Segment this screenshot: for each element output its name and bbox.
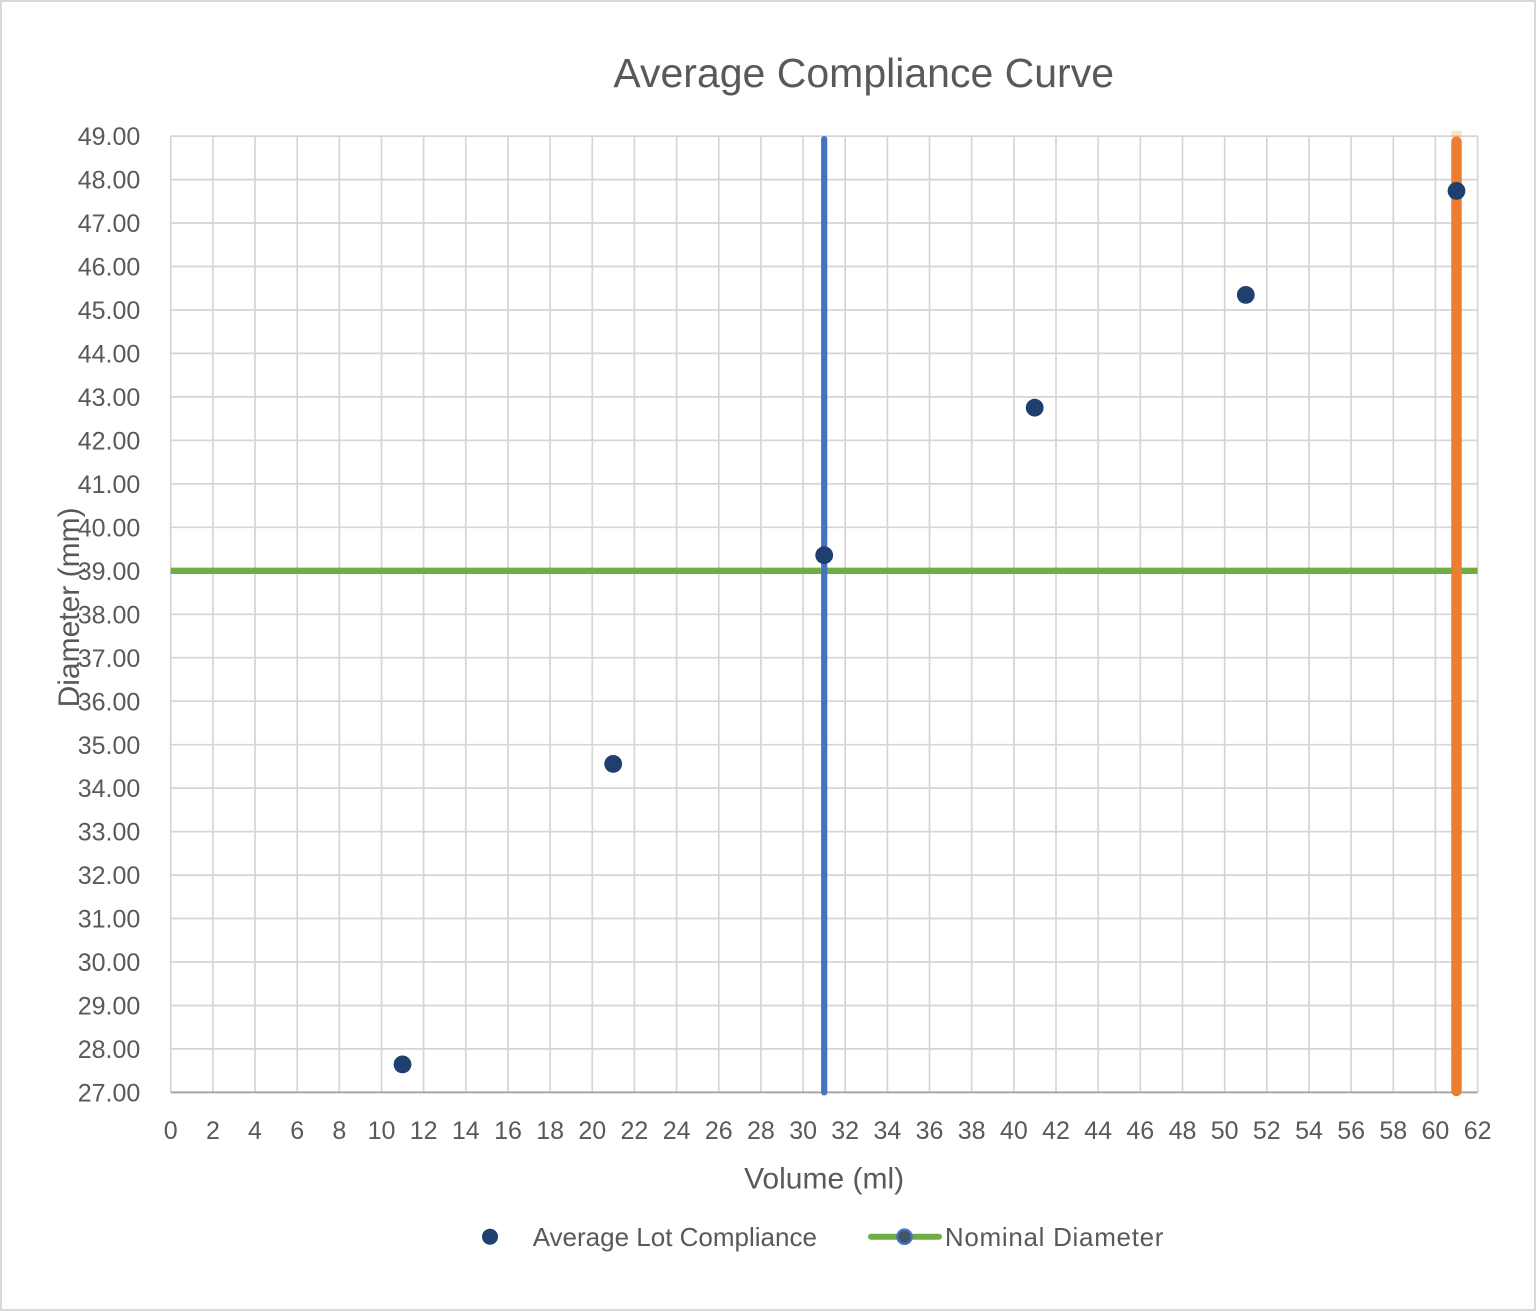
svg-text:22: 22 <box>620 1117 648 1145</box>
svg-text:Average Compliance Curve: Average Compliance Curve <box>613 50 1114 96</box>
svg-text:58: 58 <box>1379 1117 1407 1145</box>
svg-text:28: 28 <box>747 1117 775 1145</box>
svg-text:8: 8 <box>332 1117 346 1145</box>
svg-text:38: 38 <box>958 1117 986 1145</box>
svg-text:Average Lot Compliance: Average Lot Compliance <box>533 1222 817 1252</box>
svg-text:16: 16 <box>494 1117 522 1145</box>
svg-text:56: 56 <box>1337 1117 1365 1145</box>
svg-text:26: 26 <box>705 1117 733 1145</box>
svg-text:27.00: 27.00 <box>78 1080 141 1108</box>
svg-text:43.00: 43.00 <box>78 384 141 412</box>
svg-text:20: 20 <box>578 1117 606 1145</box>
svg-text:48.00: 48.00 <box>78 167 141 195</box>
svg-text:32.00: 32.00 <box>78 862 141 890</box>
svg-text:28.00: 28.00 <box>78 1036 141 1064</box>
svg-text:48: 48 <box>1169 1117 1197 1145</box>
svg-text:4: 4 <box>248 1117 262 1145</box>
svg-text:18: 18 <box>536 1117 564 1145</box>
svg-text:29.00: 29.00 <box>78 993 141 1021</box>
svg-text:44: 44 <box>1084 1117 1112 1145</box>
svg-text:38.00: 38.00 <box>78 601 141 629</box>
svg-text:12: 12 <box>410 1117 438 1145</box>
svg-text:39.00: 39.00 <box>78 558 141 586</box>
svg-text:54: 54 <box>1295 1117 1323 1145</box>
svg-text:37.00: 37.00 <box>78 645 141 673</box>
svg-text:6: 6 <box>290 1117 304 1145</box>
svg-text:35.00: 35.00 <box>78 732 141 760</box>
svg-text:60: 60 <box>1421 1117 1449 1145</box>
svg-text:10: 10 <box>368 1117 396 1145</box>
svg-text:42: 42 <box>1042 1117 1070 1145</box>
svg-text:2: 2 <box>206 1117 220 1145</box>
svg-text:Diameter (mm): Diameter (mm) <box>53 507 86 707</box>
svg-text:36: 36 <box>916 1117 944 1145</box>
svg-text:33.00: 33.00 <box>78 819 141 847</box>
svg-text:52: 52 <box>1253 1117 1281 1145</box>
svg-text:45.00: 45.00 <box>78 297 141 325</box>
svg-text:34: 34 <box>873 1117 901 1145</box>
svg-text:46: 46 <box>1126 1117 1154 1145</box>
svg-text:36.00: 36.00 <box>78 688 141 716</box>
svg-text:30: 30 <box>789 1117 817 1145</box>
svg-text:62: 62 <box>1464 1117 1492 1145</box>
svg-text:50: 50 <box>1211 1117 1239 1145</box>
svg-text:0: 0 <box>164 1117 178 1145</box>
svg-text:32: 32 <box>831 1117 859 1145</box>
svg-text:49.00: 49.00 <box>78 123 141 151</box>
svg-text:40.00: 40.00 <box>78 514 141 542</box>
svg-text:41.00: 41.00 <box>78 471 141 499</box>
svg-text:42.00: 42.00 <box>78 428 141 456</box>
svg-text:46.00: 46.00 <box>78 254 141 282</box>
svg-text:44.00: 44.00 <box>78 341 141 369</box>
svg-text:24: 24 <box>663 1117 691 1145</box>
svg-text:14: 14 <box>452 1117 480 1145</box>
svg-text:34.00: 34.00 <box>78 775 141 803</box>
svg-text:Nominal Diameter: Nominal Diameter <box>945 1222 1164 1252</box>
svg-text:30.00: 30.00 <box>78 949 141 977</box>
svg-text:Volume (ml): Volume (ml) <box>744 1163 904 1196</box>
svg-text:31.00: 31.00 <box>78 906 141 934</box>
svg-text:47.00: 47.00 <box>78 210 141 238</box>
svg-text:40: 40 <box>1000 1117 1028 1145</box>
